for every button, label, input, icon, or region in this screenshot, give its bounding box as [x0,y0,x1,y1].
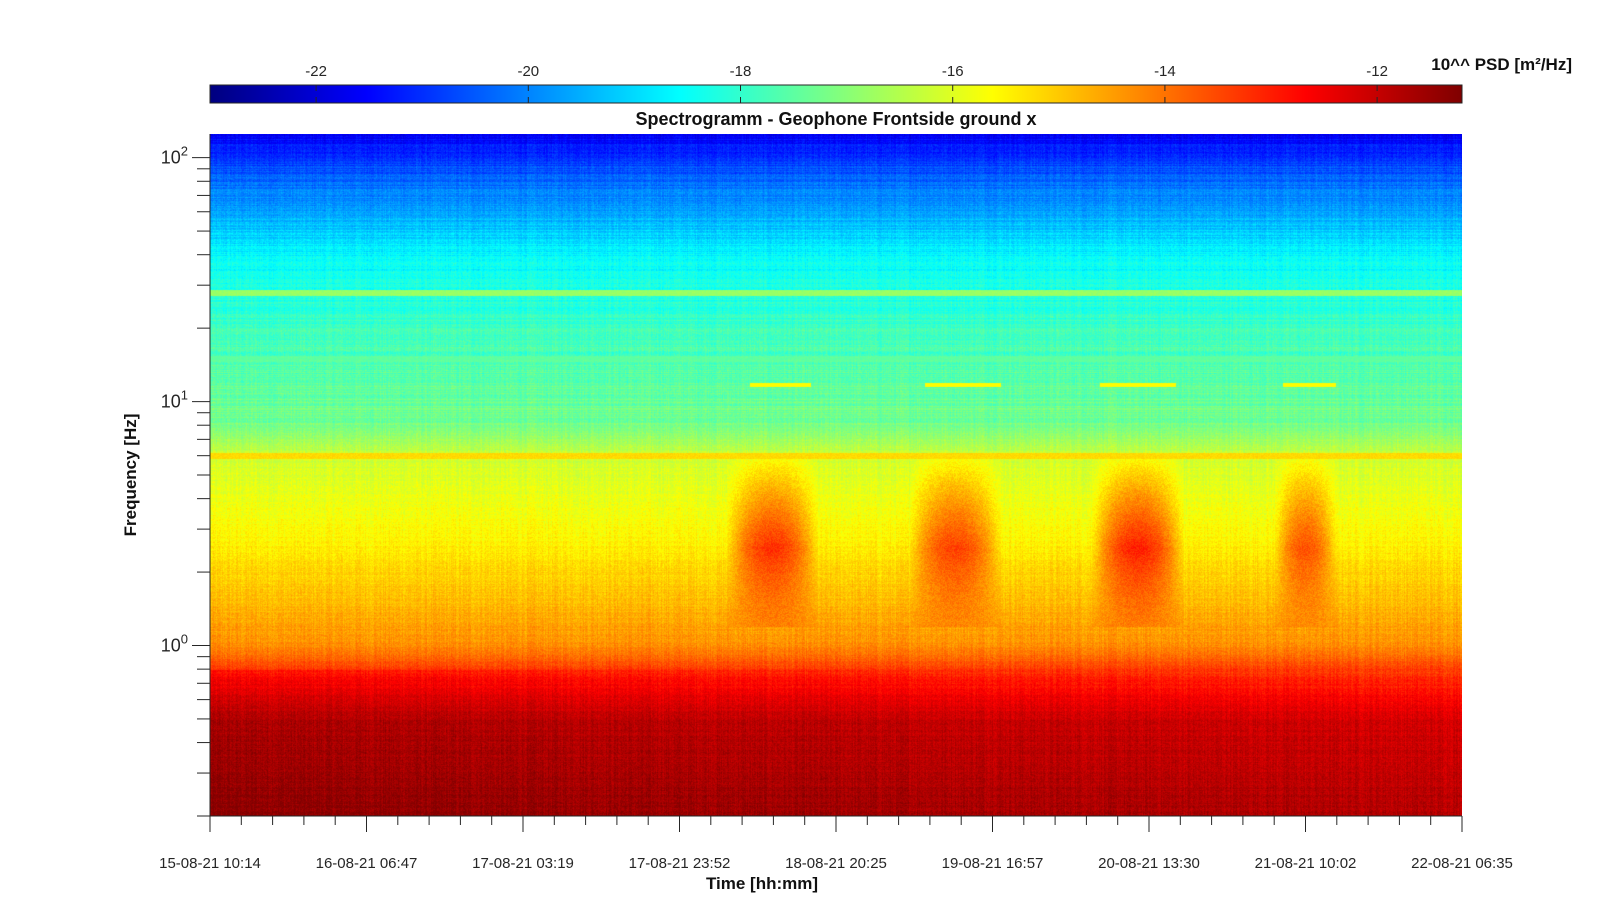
x-tick-label: 22-08-21 06:35 [1411,855,1513,872]
x-ticks: 15-08-21 10:14 16-08-21 06:47 17-08-21 03:… [159,816,1513,872]
spectrogram-heatmap [210,134,1462,816]
colorbar-tick-label: -14 [1154,63,1176,80]
x-tick-label: 19-08-21 16:57 [942,855,1044,872]
colorbar-ticks: -22 -20 -18 -16 -14 -12 [305,63,1388,103]
y-tick-label: 100 [161,632,188,656]
x-tick-label: 15-08-21 10:14 [159,855,261,872]
colorbar-tick-label: -16 [942,63,964,80]
y-axis: 100 101 102 Frequency [Hz] [121,134,211,817]
y-axis-label: Frequency [Hz] [121,414,140,537]
x-tick-label: 20-08-21 13:30 [1098,855,1200,872]
colorbar: -22 -20 -18 -16 -14 -12 10^^ PSD [m²/Hz] [209,55,1572,104]
colorbar-label: 10^^ PSD [m²/Hz] [1431,55,1572,74]
x-tick-label: 16-08-21 06:47 [316,855,418,872]
colorbar-tick-label: -22 [305,63,327,80]
plot-area [210,134,1462,816]
colorbar-gradient [209,84,1463,104]
x-tick-label: 18-08-21 20:25 [785,855,887,872]
x-axis: 15-08-21 10:14 16-08-21 06:47 17-08-21 03:… [159,815,1513,893]
y-ticks: 100 101 102 [161,144,210,817]
colorbar-tick-label: -12 [1366,63,1388,80]
x-axis-label: Time [hh:mm] [706,874,818,893]
x-tick-label: 21-08-21 10:02 [1255,855,1357,872]
y-tick-label: 102 [161,144,188,168]
x-tick-label: 17-08-21 03:19 [472,855,574,872]
colorbar-tick-label: -18 [730,63,752,80]
x-tick-label: 17-08-21 23:52 [629,855,731,872]
colorbar-tick-label: -20 [517,63,539,80]
chart-title: Spectrogramm - Geophone Frontside ground… [635,109,1036,129]
y-tick-label: 101 [161,388,188,412]
